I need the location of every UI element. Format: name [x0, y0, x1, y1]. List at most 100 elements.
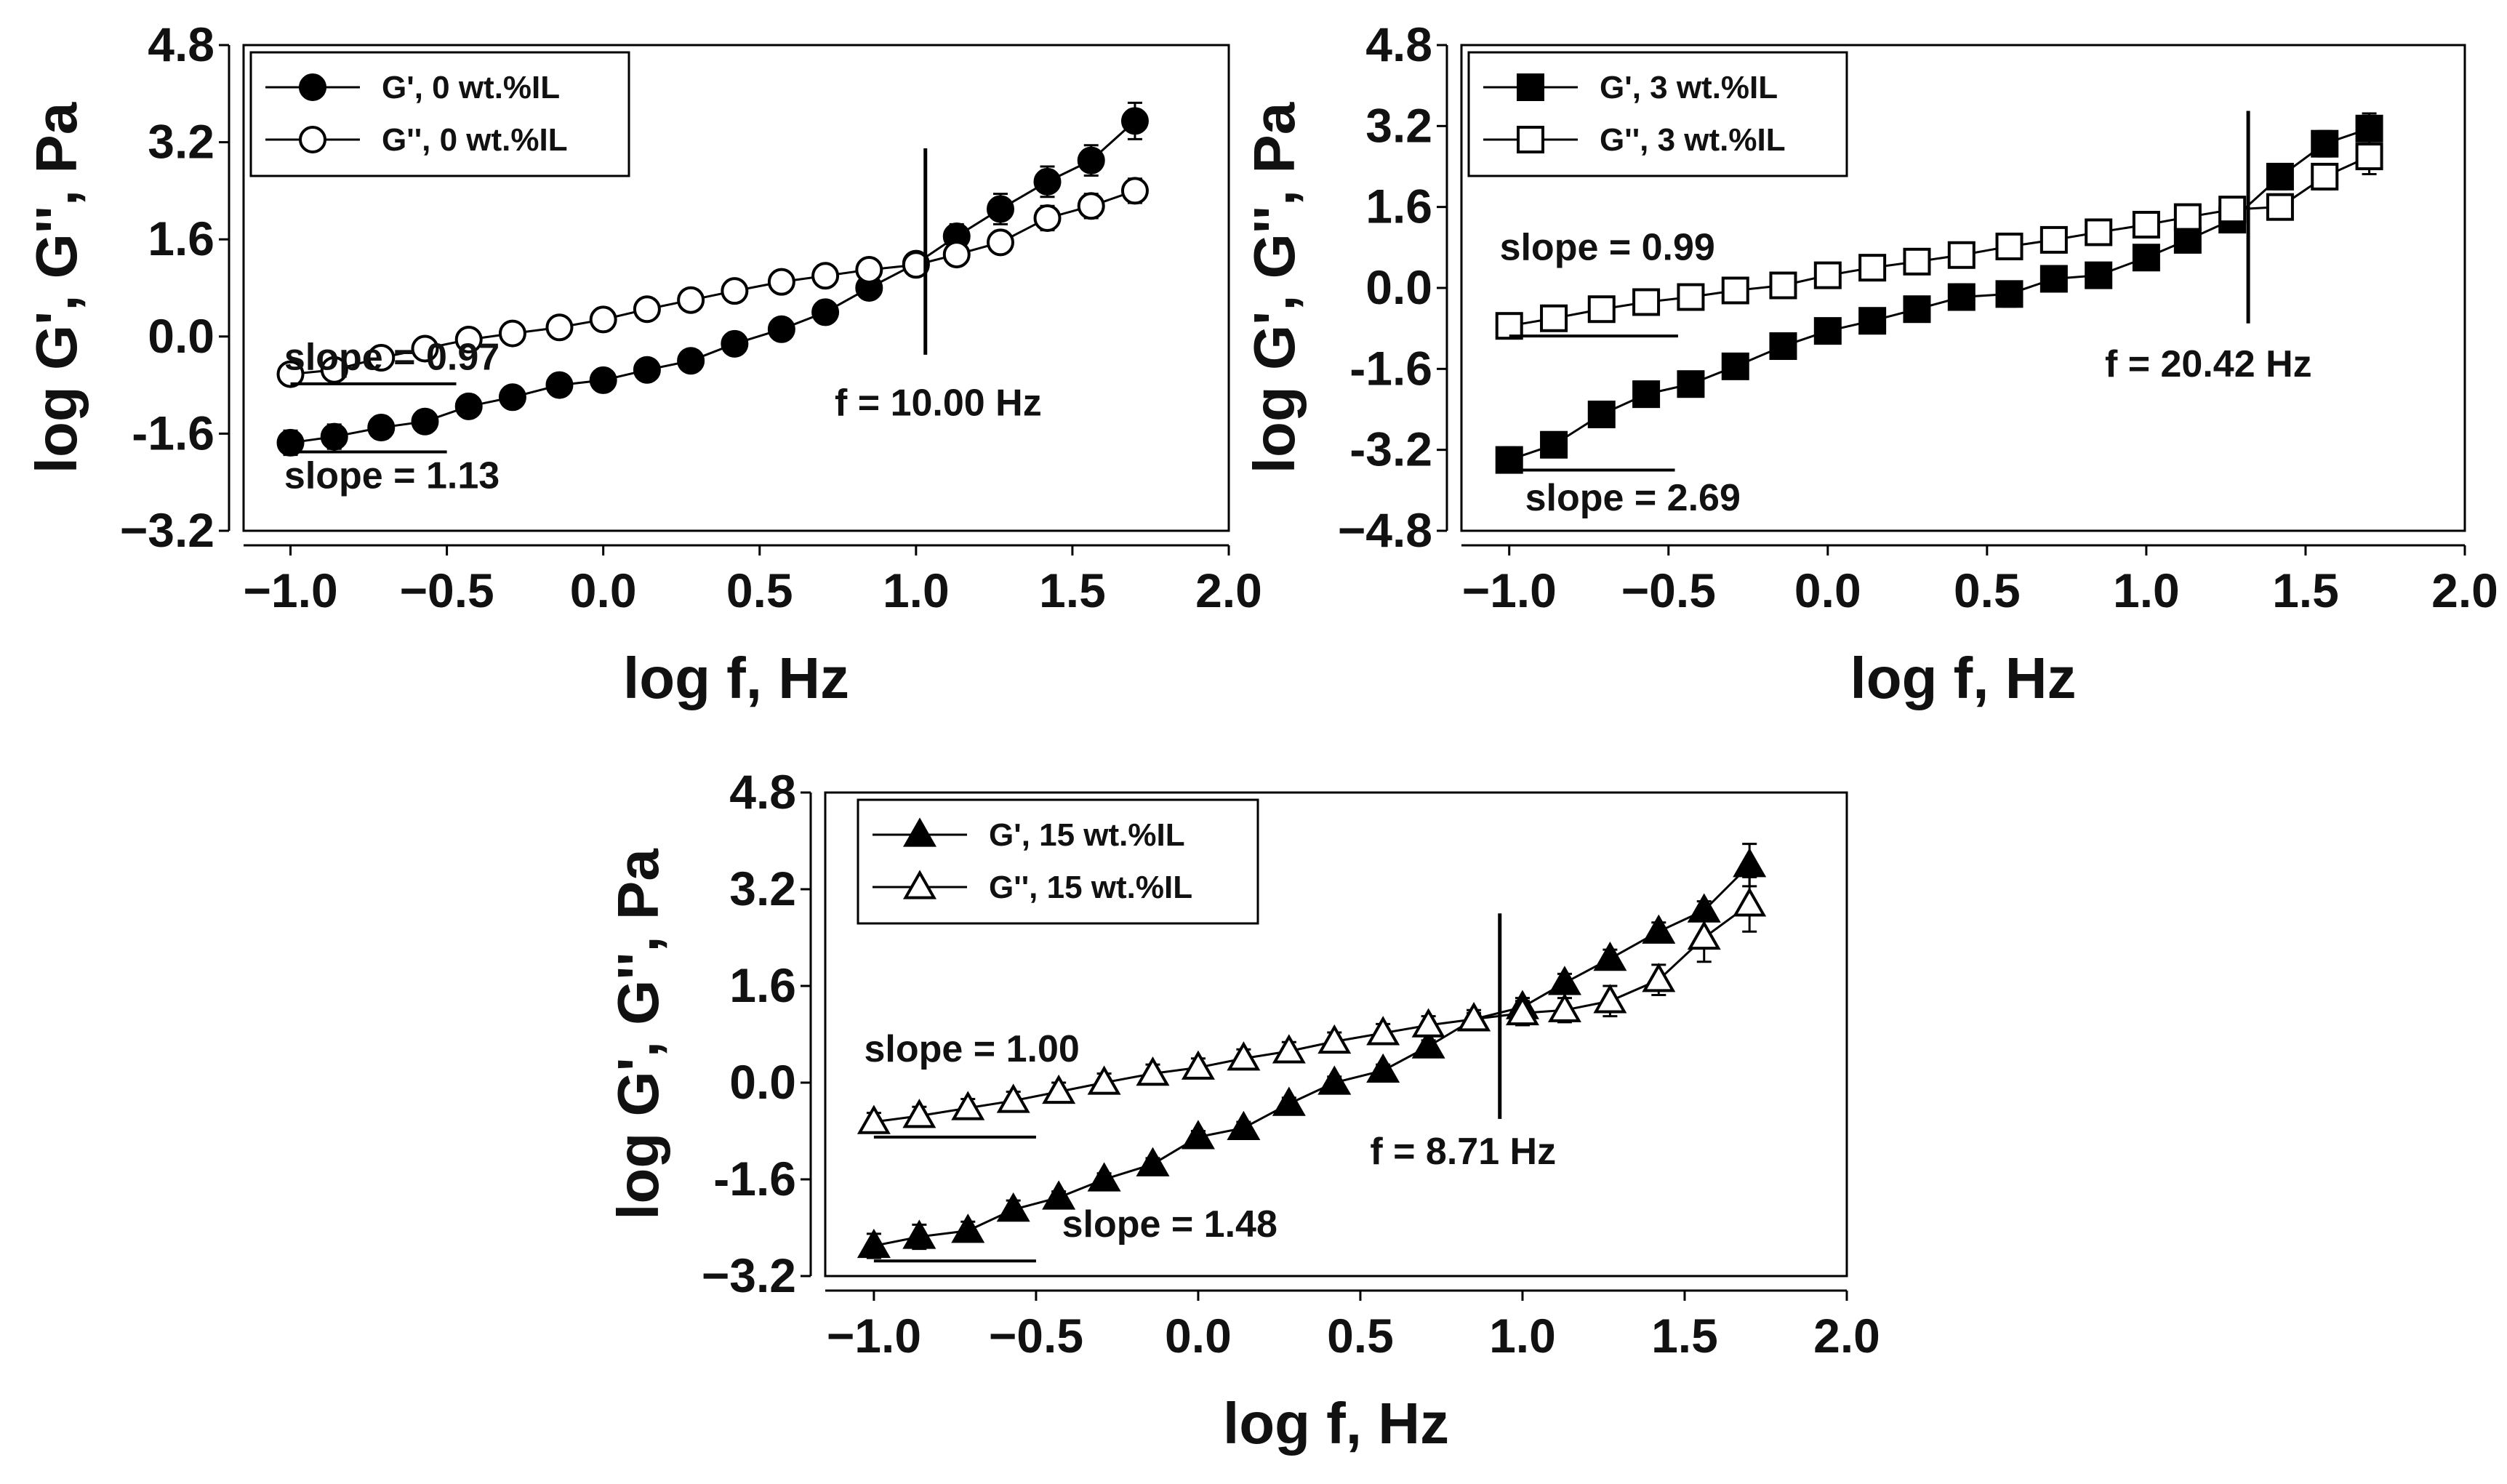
data-point — [2311, 129, 2339, 158]
data-point — [1995, 280, 2023, 308]
data-point — [902, 251, 930, 279]
data-point — [986, 228, 1014, 257]
y-tick-label: 0.0 — [148, 309, 214, 363]
data-point — [1813, 261, 1842, 289]
y-tick-label: -1.6 — [713, 1152, 796, 1206]
data-point — [1903, 295, 1931, 324]
data-point — [1120, 107, 1149, 135]
data-point — [721, 277, 749, 305]
data-point — [1042, 1180, 1076, 1210]
y-tick-label: 1.6 — [729, 958, 796, 1012]
data-point — [276, 428, 305, 457]
data-point — [1733, 848, 1767, 878]
series-storage-modulus — [276, 101, 1149, 457]
data-point — [1495, 446, 1523, 474]
data-point — [498, 383, 526, 412]
data-point — [1411, 1008, 1445, 1038]
legend-label: G'', 15 wt.%IL — [989, 870, 1192, 905]
data-point — [1317, 1024, 1352, 1054]
y-tick-label: 1.6 — [148, 212, 214, 265]
x-tick-label: 1.0 — [883, 563, 950, 617]
data-point — [2085, 261, 2113, 289]
data-point — [2132, 211, 2160, 239]
data-point — [1317, 1065, 1352, 1095]
x-tick-label: 0.0 — [1165, 1309, 1232, 1363]
data-point — [1632, 380, 1661, 409]
x-tick-label: 1.5 — [2272, 563, 2339, 617]
y-axis-title: log G', G'', Pa — [24, 102, 89, 473]
y-tick-label: 1.6 — [1365, 180, 1432, 233]
data-point — [1903, 247, 1931, 276]
data-point — [1593, 984, 1627, 1014]
data-point — [1227, 1110, 1261, 1141]
data-point — [1087, 1065, 1121, 1095]
data-point — [1033, 167, 1062, 196]
x-tick-label: −1.0 — [827, 1309, 921, 1363]
data-point — [1120, 177, 1149, 205]
data-point — [857, 1228, 891, 1259]
data-point — [454, 325, 483, 353]
data-point — [1687, 920, 1721, 950]
data-point — [1077, 146, 1105, 175]
x-axis-title: log f, Hz — [1223, 1391, 1449, 1456]
x-tick-label: 1.5 — [1039, 563, 1106, 617]
y-tick-label: −3.2 — [120, 503, 214, 557]
data-point — [951, 1091, 985, 1120]
data-point — [1733, 887, 1767, 917]
data-point — [498, 319, 526, 348]
legend-label: G', 3 wt.%IL — [1600, 70, 1778, 105]
data-point — [951, 1214, 985, 1243]
y-tick-label: 3.2 — [1365, 98, 1432, 152]
data-point — [2218, 196, 2247, 224]
data-point — [857, 1104, 891, 1134]
data-point — [1769, 271, 1797, 300]
data-point — [1457, 1002, 1491, 1032]
legend-box — [1467, 51, 1848, 177]
data-point — [1721, 352, 1749, 380]
legend-label: G'', 0 wt.%IL — [382, 122, 568, 158]
data-point — [811, 298, 840, 326]
data-point — [276, 360, 305, 388]
data-point — [1495, 312, 1523, 340]
data-point — [545, 313, 574, 342]
data-point — [1540, 430, 1568, 459]
data-point — [902, 1099, 936, 1128]
y-tick-label: 3.2 — [729, 862, 796, 915]
x-tick-label: 1.5 — [1651, 1309, 1718, 1363]
x-tick-label: −0.5 — [1621, 563, 1716, 617]
data-point — [633, 356, 661, 384]
data-point — [1540, 304, 1568, 332]
data-point — [1721, 276, 1749, 305]
data-point — [677, 347, 705, 375]
plot-frame — [242, 44, 1230, 532]
legend-marker — [903, 817, 936, 847]
series-storage-modulus — [1495, 112, 2383, 474]
data-point — [1642, 963, 1676, 992]
series-loss-modulus — [1495, 137, 2383, 340]
data-point — [1677, 370, 1705, 398]
x-tick-label: 0.0 — [1794, 563, 1861, 617]
x-axis-title: log f, Hz — [1850, 646, 2076, 710]
data-point — [320, 356, 348, 384]
data-point — [986, 195, 1014, 223]
data-point — [367, 344, 396, 372]
data-point — [1858, 307, 1887, 335]
data-point — [545, 371, 574, 399]
data-point — [1947, 241, 1975, 269]
legend-box — [857, 798, 1259, 925]
data-point — [2132, 244, 2160, 272]
data-point — [1547, 992, 1581, 1022]
legend-marker — [1517, 73, 1544, 101]
data-point — [1632, 288, 1661, 316]
slope-label: slope = 1.13 — [284, 455, 500, 497]
data-point — [1947, 283, 1975, 311]
legend-marker — [299, 73, 326, 101]
legend: G', 15 wt.%IL G'', 15 wt.%IL — [857, 798, 1259, 925]
x-tick-label: −0.5 — [399, 563, 494, 617]
data-point — [942, 241, 971, 269]
crossover-frequency-label: f = 20.42 Hz — [2105, 343, 2312, 385]
data-point — [2355, 143, 2383, 171]
data-point — [1366, 1053, 1400, 1083]
data-point — [1769, 332, 1797, 361]
